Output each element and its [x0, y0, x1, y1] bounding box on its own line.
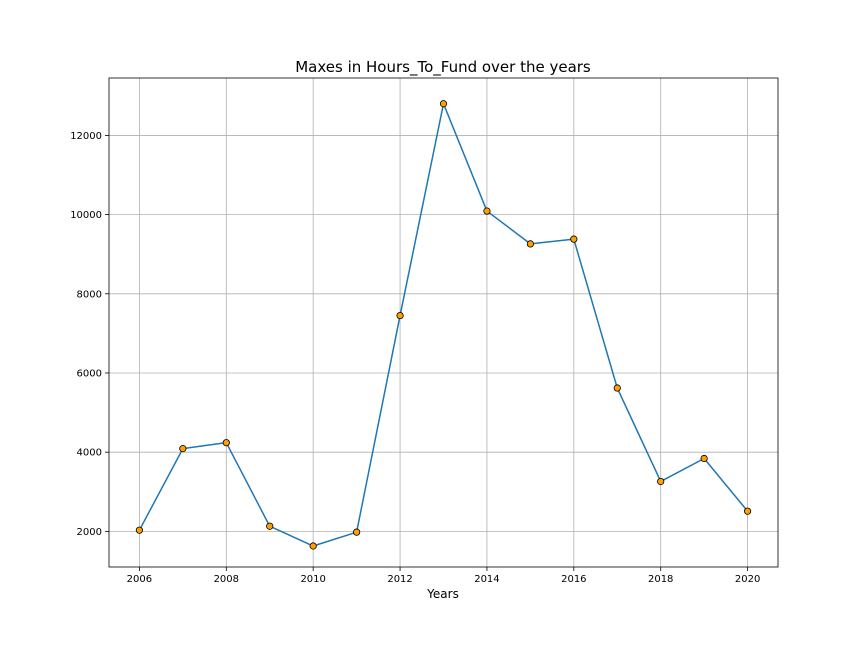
x-tick-label: 2006 [127, 574, 152, 585]
y-tick-label: 2000 [77, 527, 102, 538]
data-point [309, 542, 317, 550]
series-layer [135, 100, 752, 550]
plot-frame [108, 77, 779, 568]
data-point [222, 439, 230, 447]
data-point [700, 454, 708, 463]
y-tick-label: 8000 [77, 289, 102, 300]
data-point [657, 477, 665, 486]
x-tick-label: 2008 [214, 574, 239, 585]
y-tick-label: 12000 [70, 131, 102, 142]
y-tick-label: 6000 [77, 368, 102, 379]
data-point [135, 526, 144, 534]
data-point [266, 522, 274, 530]
data-point [570, 235, 578, 243]
data-point [179, 445, 187, 453]
grid [109, 78, 778, 567]
x-tick-label: 2018 [648, 574, 673, 585]
data-point [613, 384, 621, 392]
data-point [743, 507, 752, 515]
y-tick-label: 4000 [77, 448, 102, 459]
x-axis-label: Years [426, 587, 459, 601]
data-point [396, 311, 404, 320]
ticks: 2006 2008 2010 2012 2014 2016 2018 2020 2000 4000… [70, 131, 760, 585]
data-point [483, 207, 491, 215]
x-tick-label: 2012 [387, 574, 412, 585]
x-tick-label: 2010 [300, 574, 325, 585]
x-tick-label: 2016 [561, 574, 586, 585]
data-point [353, 528, 361, 536]
data-point [526, 240, 534, 248]
x-tick-label: 2014 [474, 574, 499, 585]
x-tick-label: 2020 [735, 574, 760, 585]
chart-title: Maxes in Hours_To_Fund over the years [295, 58, 591, 77]
y-tick-label: 10000 [70, 210, 102, 221]
data-point [439, 100, 448, 108]
series-line [138, 102, 749, 547]
